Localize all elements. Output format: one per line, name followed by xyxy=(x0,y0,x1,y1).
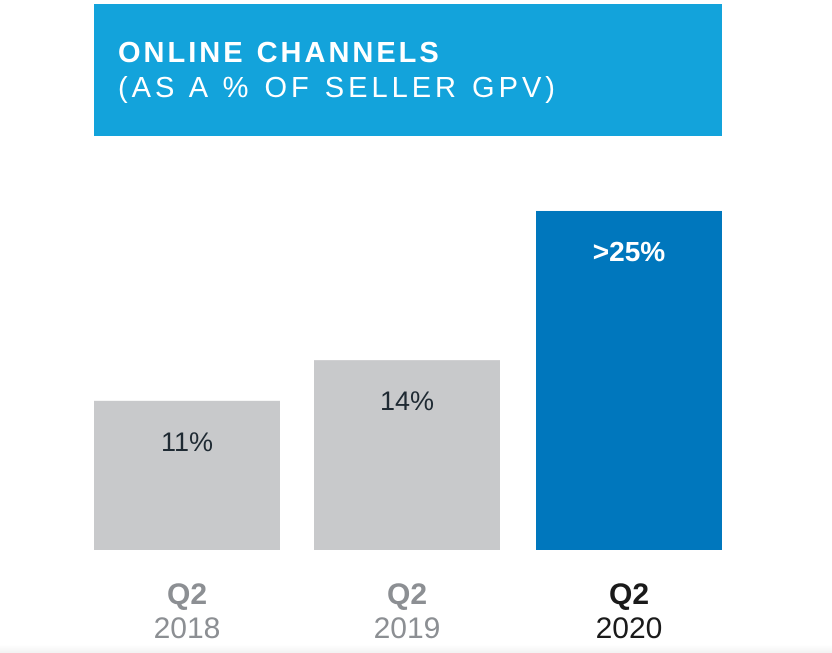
tick-year-2019: 2019 xyxy=(374,612,441,645)
title-banner: ONLINE CHANNELS (AS A % OF SELLER GPV) xyxy=(94,4,722,136)
bar-2019 xyxy=(314,360,500,550)
data-label-2018: 11% xyxy=(161,427,213,457)
tick-year-2018: 2018 xyxy=(154,612,221,645)
tick-quarter-2018: Q2 xyxy=(167,578,207,611)
data-label-2019: 14% xyxy=(380,386,434,416)
bar-2018 xyxy=(94,400,280,550)
bar-2020 xyxy=(536,210,722,550)
chart-title: ONLINE CHANNELS xyxy=(118,37,442,69)
bottom-edge xyxy=(0,645,832,653)
data-label-2020: >25% xyxy=(593,236,665,267)
chart-subtitle: (AS A % OF SELLER GPV) xyxy=(118,72,559,104)
tick-quarter-2020: Q2 xyxy=(609,578,649,611)
tick-quarter-2019: Q2 xyxy=(387,578,427,611)
tick-year-2020: 2020 xyxy=(596,612,663,645)
